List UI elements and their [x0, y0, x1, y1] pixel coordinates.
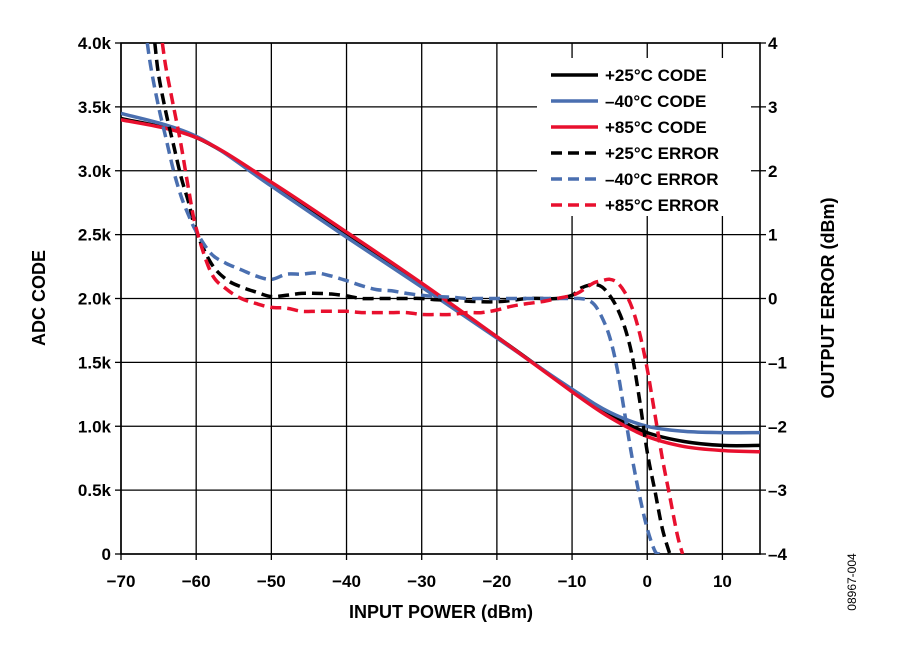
x-tick-label: −40	[332, 572, 361, 591]
legend-label: +85°C ERROR	[605, 196, 719, 215]
legend-label: –40°C ERROR	[605, 170, 719, 189]
y-right-tick-label: –4	[768, 545, 787, 564]
series-line-25-c-error	[153, 43, 672, 554]
y-right-tick-label: 1	[768, 226, 777, 245]
tick-labels: −70 −60 −50 −40 −30 −20 −10 0 1000.5k1.0k1.5k2.0…	[78, 34, 788, 591]
y-left-tick-label: 2.5k	[78, 226, 112, 245]
plot-area	[121, 43, 760, 554]
x-tick-label: 10	[713, 572, 732, 591]
y-right-tick-label: 4	[768, 34, 778, 53]
y-left-tick-label: 3.5k	[78, 98, 112, 117]
legend-label: +85°C CODE	[605, 118, 707, 137]
legend-label: +25°C ERROR	[605, 144, 719, 163]
series-line-85-c-code	[121, 117, 760, 454]
series-line-85-c-error	[160, 43, 685, 554]
legend-label: –40°C CODE	[605, 92, 706, 111]
y-left-tick-label: 2.0k	[78, 290, 112, 309]
y-left-tick-label: 0.5k	[78, 481, 112, 500]
series-line-40-c-error	[145, 43, 661, 554]
x-tick-label: 0	[643, 572, 652, 591]
y-left-tick-label: 3.0k	[78, 162, 112, 181]
y-right-tick-label: –3	[768, 481, 787, 500]
x-tick-label: −70	[107, 572, 136, 591]
left-axis-label: ADC CODE	[29, 250, 49, 346]
y-left-tick-label: 4.0k	[78, 34, 112, 53]
y-right-tick-label: 3	[768, 98, 777, 117]
legend-label: +25°C CODE	[605, 66, 707, 85]
x-tick-label: −20	[482, 572, 511, 591]
y-right-tick-label: –1	[768, 353, 787, 372]
x-tick-label: −60	[182, 572, 211, 591]
legend-box	[537, 58, 751, 216]
x-axis-label: INPUT POWER (dBm)	[349, 602, 533, 622]
right-axis-label: OUTPUT ERROR (dBm)	[818, 198, 838, 399]
x-tick-label: −50	[257, 572, 286, 591]
y-left-tick-label: 1.0k	[78, 417, 112, 436]
y-left-tick-label: 1.5k	[78, 353, 112, 372]
y-right-tick-label: 0	[768, 290, 777, 309]
x-tick-label: −30	[407, 572, 436, 591]
figure-id: 08967-004	[845, 553, 859, 611]
x-tick-label: −10	[558, 572, 587, 591]
y-right-tick-label: 2	[768, 162, 777, 181]
y-right-tick-label: –2	[768, 417, 787, 436]
legend: +25°C CODE –40°C CODE +85°C CODE +25°C ERRO…	[537, 58, 751, 216]
y-left-tick-label: 0	[102, 545, 111, 564]
